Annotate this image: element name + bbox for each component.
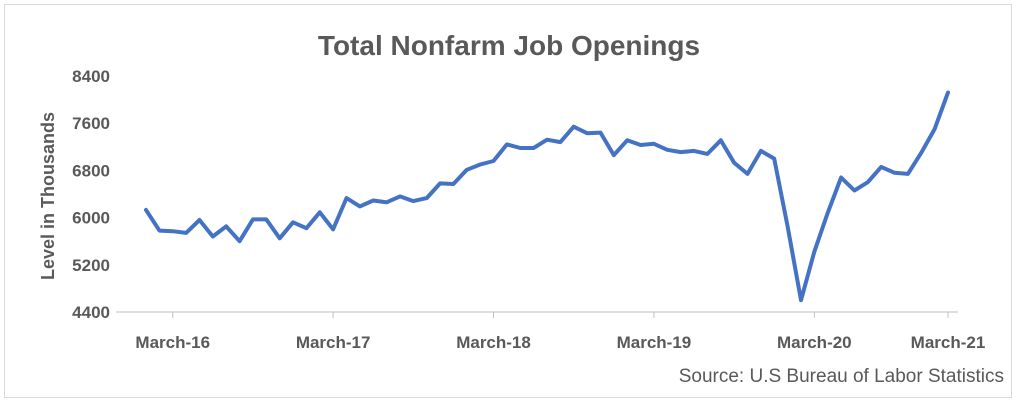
series-line	[144, 90, 950, 303]
y-tick-label: 5200	[72, 256, 110, 275]
x-tick-label: March-19	[617, 333, 692, 352]
y-tick-label: 7600	[72, 114, 110, 133]
chart-title: Total Nonfarm Job Openings	[317, 30, 701, 61]
y-tick-label: 8400	[72, 67, 110, 86]
y-tick-label: 6800	[72, 161, 110, 180]
x-tick-label: March-20	[777, 333, 852, 352]
x-tick-label: March-21	[911, 333, 986, 352]
y-tick-label: 6000	[72, 209, 110, 228]
chart-frame	[4, 4, 1012, 398]
x-tick-label: March-18	[456, 333, 531, 352]
x-axis: March-16 March-17 March-18 March-19 March-20…	[116, 311, 986, 352]
y-axis: 8400 7600 6800 6000 5200 4400	[72, 67, 110, 322]
y-axis-label: Level in Thousands	[38, 112, 58, 280]
source-note: Source: U.S Bureau of Labor Statistics	[678, 366, 1004, 387]
y-tick-label: 4400	[72, 303, 110, 322]
series-group	[144, 90, 950, 303]
x-tick-label: March-16	[135, 333, 210, 352]
x-tick-label: March-17	[296, 333, 371, 352]
